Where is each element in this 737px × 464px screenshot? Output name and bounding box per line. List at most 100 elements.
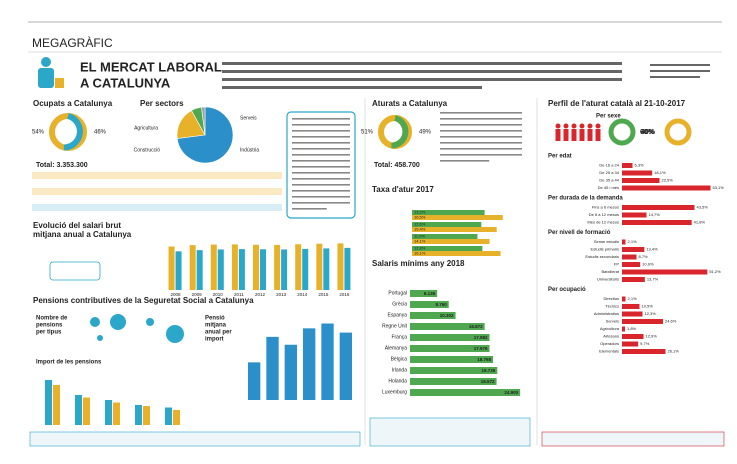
bar xyxy=(622,349,666,354)
bar xyxy=(266,336,279,400)
bar xyxy=(410,367,498,374)
header-icon xyxy=(38,57,64,88)
bubble xyxy=(110,314,126,330)
value-label: 14,7% xyxy=(649,212,661,217)
bar xyxy=(410,378,497,385)
intro-text xyxy=(222,62,710,89)
section-title: MEGAGRÀFIC xyxy=(32,35,113,50)
category-label: De 35 a 44 xyxy=(599,178,619,183)
bar xyxy=(113,402,120,425)
text-line xyxy=(292,202,350,204)
x-tick-label: 2013 xyxy=(276,292,287,297)
text-box xyxy=(286,111,356,219)
bar xyxy=(189,245,196,290)
person-icon xyxy=(579,123,585,129)
person-icon xyxy=(563,129,569,141)
bar xyxy=(622,185,711,191)
subheading: Pensió xyxy=(205,316,225,322)
text-line xyxy=(292,136,350,138)
text-line xyxy=(292,172,350,174)
category-label: Estudis secundaris xyxy=(585,254,619,259)
category-label: Alemanya xyxy=(385,345,407,351)
category-label: Agricultura xyxy=(600,326,620,331)
value-label: 19.572 xyxy=(481,379,495,384)
bubble xyxy=(97,335,103,341)
bar xyxy=(321,323,334,400)
value-label: 16,1% xyxy=(414,251,426,256)
bar xyxy=(143,406,150,425)
category-label: Universitaris xyxy=(597,277,619,282)
subheading: anual per xyxy=(205,330,232,336)
value-label: 2,1% xyxy=(628,296,638,301)
category-label: Artesans xyxy=(603,334,619,339)
bar xyxy=(412,227,497,232)
text-line xyxy=(292,166,350,168)
total: Total: 3.353.300 xyxy=(36,162,88,169)
person-icon xyxy=(587,129,593,141)
person-icon xyxy=(563,123,569,129)
heading: Evolució del salari brut xyxy=(33,221,121,230)
subheading: import xyxy=(205,337,224,343)
bar xyxy=(238,249,245,290)
category-label: Bèlgica xyxy=(391,356,408,362)
text-line xyxy=(292,118,350,120)
category-label: Batxillerat xyxy=(601,269,619,274)
text-line xyxy=(292,148,350,150)
text-line xyxy=(292,130,350,132)
bar xyxy=(344,247,351,290)
bar xyxy=(248,362,261,400)
person-icon xyxy=(555,123,561,129)
person-icon xyxy=(595,129,601,141)
value-label: 9,7% xyxy=(640,341,650,346)
bar xyxy=(622,311,643,317)
bar xyxy=(622,254,637,260)
bar xyxy=(622,247,645,252)
category-label: Elementals xyxy=(599,349,619,354)
bar xyxy=(339,332,352,400)
note-box xyxy=(49,261,101,281)
x-tick-label: 2011 xyxy=(234,292,244,297)
person-icon xyxy=(555,129,561,141)
bar xyxy=(622,205,695,210)
text-line xyxy=(440,160,490,162)
heading: Aturats a Catalunya xyxy=(372,99,448,108)
share-label: 46% xyxy=(94,130,107,136)
x-tick-label: 2008 xyxy=(171,292,182,297)
slice-label: Indústria xyxy=(240,147,259,153)
category-label: Portugal xyxy=(388,290,407,296)
text-line xyxy=(440,154,522,156)
value-label: 14,1% xyxy=(414,239,426,244)
share-label: 54% xyxy=(32,130,45,136)
text-line xyxy=(440,124,522,126)
bar xyxy=(196,250,203,290)
bar xyxy=(622,239,626,245)
bar xyxy=(175,251,182,290)
value-label: 8.760 xyxy=(435,302,447,307)
value-label: 10.302 xyxy=(440,313,454,318)
value-label: 26,1% xyxy=(668,349,680,354)
category-label: Irlanda xyxy=(392,367,408,373)
text-line xyxy=(292,142,350,144)
title: A CATALUNYA xyxy=(80,75,171,90)
bar xyxy=(622,277,645,282)
category-label: Administratius xyxy=(594,311,619,316)
subheading: per tipus xyxy=(36,330,62,336)
value-label: 1,8% xyxy=(627,326,637,331)
value-label: 13,2% xyxy=(414,210,426,215)
category-label: Sense estudis xyxy=(594,239,619,244)
bar xyxy=(75,395,82,425)
value-label: 16.872 xyxy=(469,324,483,329)
person-icon xyxy=(579,129,585,141)
category-label: Fins a 6 mesos xyxy=(592,205,619,210)
subheading: Per ocupació xyxy=(548,287,586,293)
value-label: 18.768 xyxy=(477,357,491,362)
share-label: 51% xyxy=(361,130,374,136)
value-label: 15,4% xyxy=(414,227,426,232)
category-label: FP xyxy=(614,262,619,267)
category-label: Holanda xyxy=(388,378,407,384)
bar xyxy=(260,249,266,290)
x-tick-label: 2009 xyxy=(192,292,203,297)
text-line xyxy=(440,142,522,144)
bar xyxy=(165,407,172,425)
